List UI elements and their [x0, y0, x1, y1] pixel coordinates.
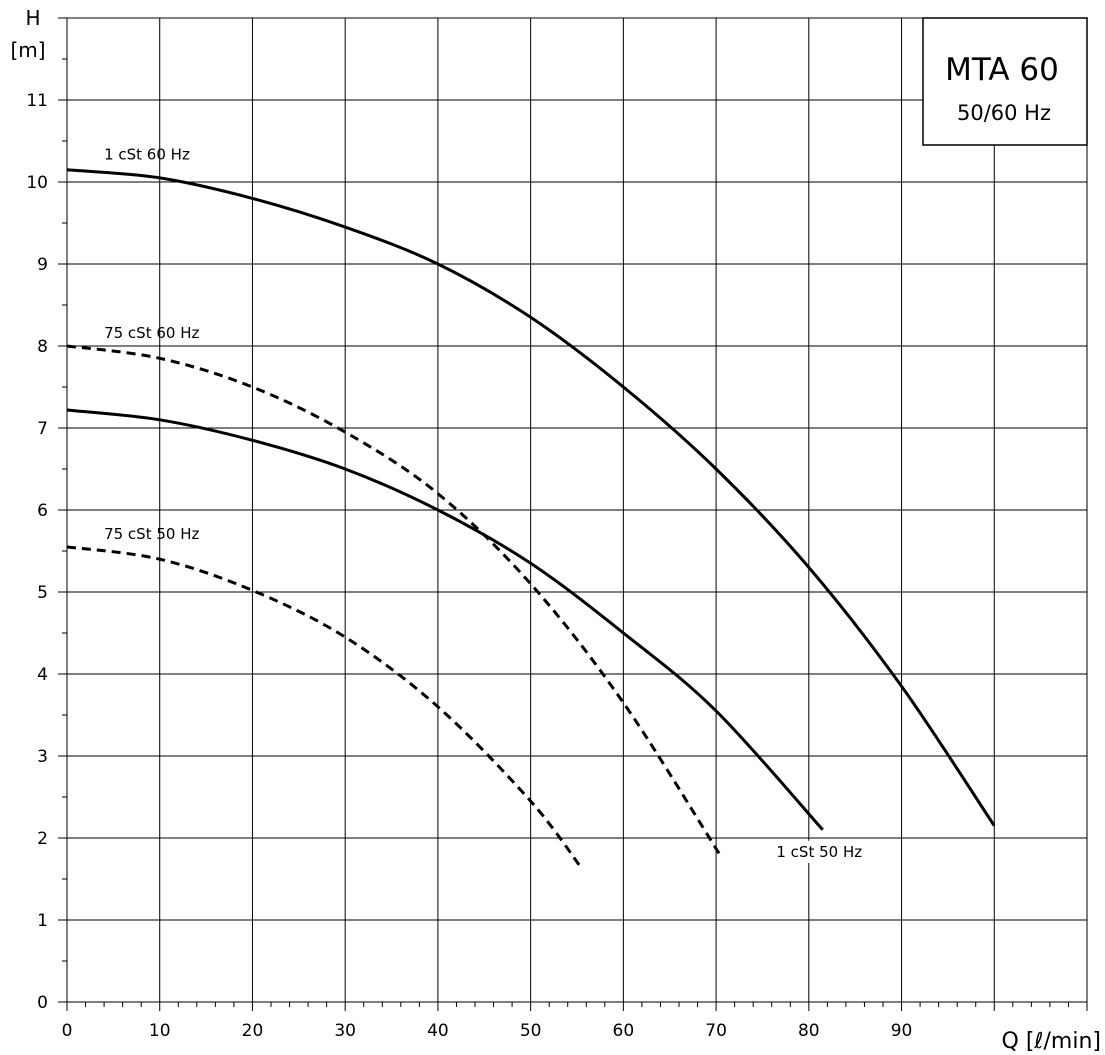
- curve-label-group: 1 cSt 60 Hz 1 cSt 50 Hz 75 cSt 60 Hz 75 cSt…: [104, 146, 879, 863]
- curve-75-cst-50-hz: [66, 545, 583, 870]
- curve-label-text: 75 cSt 50 Hz: [104, 525, 199, 543]
- chart-subtitle: 50/60 Hz: [957, 101, 1051, 125]
- x-axis-label: Q [ℓ/min]: [1002, 1029, 1101, 1054]
- x-tick-label: 30: [334, 1021, 356, 1041]
- curve-label-1-cst-60-hz: 1 cSt 60 Hz: [104, 146, 190, 164]
- chart-grid: [66, 17, 1088, 1003]
- y-tick-label: 10: [26, 173, 48, 193]
- y-tick-label: 0: [37, 993, 48, 1013]
- curve-label-75-cst-60-hz: 75 cSt 60 Hz: [104, 324, 199, 342]
- x-tick-label: 10: [149, 1021, 171, 1041]
- y-tick-label: 11: [26, 91, 48, 111]
- curve-label-1-cst-50-hz: 1 cSt 50 Hz: [774, 840, 879, 863]
- x-tick-label: 80: [798, 1021, 820, 1041]
- curve-1-cst-60-hz: [66, 168, 996, 827]
- curve-75-cst-60-hz: [66, 344, 722, 857]
- y-tick-label: 3: [37, 747, 48, 767]
- x-tick-label: 90: [891, 1021, 913, 1041]
- axis-ticks: [58, 17, 1088, 1011]
- axis-tick-labels: 0 10 20 30 40 50 60 70 80 90 0 1 2 3 4 5 6 7 8 9 10 11: [26, 91, 912, 1041]
- y-tick-label: 1: [37, 911, 48, 931]
- curve-group: [66, 168, 996, 870]
- y-tick-label: 8: [37, 337, 48, 357]
- y-axis-unit: [m]: [10, 38, 45, 62]
- y-axis-label: H: [25, 6, 40, 30]
- curve-label-text: 1 cSt 60 Hz: [104, 146, 190, 164]
- x-tick-label: 70: [705, 1021, 727, 1041]
- curve-label-text: 75 cSt 60 Hz: [104, 324, 199, 342]
- curve-label-bg: [774, 840, 879, 863]
- curve-label-75-cst-50-hz: 75 cSt 50 Hz: [104, 525, 199, 543]
- x-tick-label: 40: [427, 1021, 449, 1041]
- y-tick-label: 4: [37, 665, 48, 685]
- curve-1-cst-50-hz: [66, 408, 824, 831]
- x-tick-label: 20: [242, 1021, 264, 1041]
- chart-title: MTA 60: [945, 52, 1059, 88]
- title-box: MTA 60 50/60 Hz: [922, 17, 1088, 146]
- curve-label-text: 1 cSt 50 Hz: [776, 843, 862, 861]
- y-tick-label: 6: [37, 501, 48, 521]
- x-tick-label: 60: [613, 1021, 635, 1041]
- x-tick-label: 0: [62, 1021, 73, 1041]
- x-tick-label: 50: [520, 1021, 542, 1041]
- y-tick-label: 9: [37, 255, 48, 275]
- y-tick-label: 7: [37, 419, 48, 439]
- y-tick-label: 5: [37, 583, 48, 603]
- y-tick-label: 2: [37, 829, 48, 849]
